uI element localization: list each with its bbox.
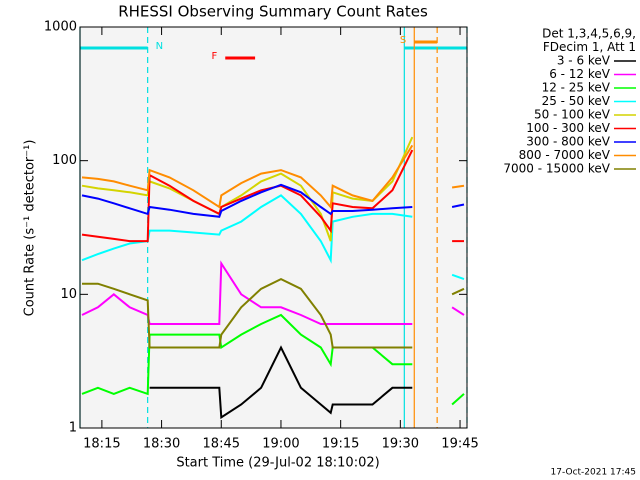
x-tick-label: 19:30 <box>382 437 419 452</box>
legend-label: 800 - 7000 keV <box>519 148 611 162</box>
series-line <box>82 277 465 349</box>
legend-label: 25 - 50 keV <box>542 94 611 108</box>
legend-label: 300 - 800 keV <box>526 135 610 149</box>
legend-title: Det 1,3,4,5,6,9, <box>542 27 636 41</box>
x-tick-label: 19:00 <box>262 437 299 452</box>
series-line <box>81 260 465 325</box>
interval-label: N <box>156 41 163 52</box>
y-axis-label: Count Rate (s⁻¹ detector⁻¹) <box>23 140 38 317</box>
y-tick-label: 100 <box>52 153 77 168</box>
x-tick-label: 19:45 <box>441 437 478 452</box>
legend-label: 6 - 12 keV <box>549 67 611 81</box>
interval-label: S <box>400 35 406 46</box>
series-line <box>81 183 465 218</box>
series-line <box>81 194 465 281</box>
series-line <box>81 149 464 243</box>
x-axis-label: Start Time (29-Jul-02 18:10:02) <box>176 456 379 471</box>
x-tick-label: 18:45 <box>203 437 240 452</box>
interval-label: F <box>211 51 217 62</box>
y-tick-label: 10 <box>60 287 77 302</box>
footer: 17-Oct-2021 17:45 <box>551 468 636 478</box>
legend-label: 12 - 25 keV <box>542 81 611 95</box>
x-tick-label: 19:15 <box>322 437 359 452</box>
series-line <box>149 345 413 420</box>
plot-frame <box>79 26 468 429</box>
legend-label: 50 - 100 keV <box>534 108 611 122</box>
x-tick-label: 18:30 <box>143 437 180 452</box>
y-tick-label: 1 <box>69 421 77 436</box>
legend-label: 7000 - 15000 keV <box>503 162 610 176</box>
series-line <box>81 144 465 210</box>
legend-label: 3 - 6 keV <box>557 54 611 68</box>
y-tick-label: 1000 <box>44 20 77 35</box>
legend-label: 100 - 300 keV <box>526 121 610 135</box>
plot-background <box>80 27 467 428</box>
x-tick-label: 18:15 <box>83 437 120 452</box>
chart-title: RHESSI Observing Summary Count Rates <box>118 3 428 21</box>
legend-title: FDecim 1, Att 1 <box>543 40 636 54</box>
series-line <box>81 136 414 242</box>
